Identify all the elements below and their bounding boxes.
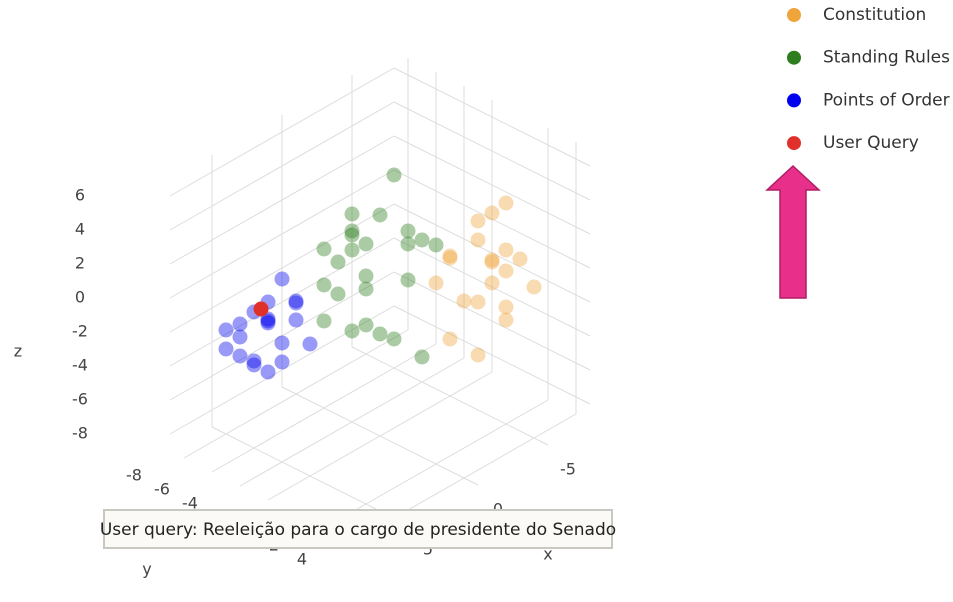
grid-line — [211, 426, 409, 526]
y-tick-label: -6 — [154, 480, 170, 499]
point — [246, 353, 262, 369]
point — [470, 232, 486, 248]
point — [442, 331, 458, 347]
z-tick-label: -8 — [72, 424, 88, 443]
point — [414, 349, 430, 365]
z-tick-label: 0 — [75, 288, 85, 307]
legend-marker — [787, 8, 801, 22]
point — [288, 293, 304, 309]
point — [232, 348, 248, 364]
z-tick-label: -6 — [72, 390, 88, 409]
legend-marker — [787, 50, 801, 65]
point — [344, 242, 360, 258]
legend: Constitution Standing Rules Points of Orde… — [787, 5, 950, 153]
point — [344, 206, 360, 222]
point — [344, 227, 360, 243]
point — [498, 242, 514, 258]
legend-marker — [787, 93, 801, 108]
point — [253, 301, 269, 317]
grid — [169, 58, 591, 543]
grid-line — [281, 386, 479, 486]
point — [330, 254, 346, 270]
point — [358, 281, 374, 297]
y-tick-label: -4 — [182, 494, 198, 513]
point — [316, 277, 332, 293]
point — [260, 315, 276, 331]
point — [442, 248, 458, 264]
point — [358, 268, 374, 284]
point — [288, 312, 304, 328]
point — [484, 205, 500, 221]
point — [456, 293, 472, 309]
point — [484, 275, 500, 291]
point — [344, 323, 360, 339]
x-tick-label: -5 — [560, 460, 576, 479]
point — [386, 331, 402, 347]
z-tick-label: 4 — [75, 220, 85, 239]
point — [526, 279, 542, 295]
point — [232, 316, 248, 332]
point — [274, 335, 290, 351]
point — [274, 354, 290, 370]
z-tick-label: 6 — [75, 186, 85, 205]
z-tick-label: 2 — [75, 254, 85, 273]
point — [358, 317, 374, 333]
x-axis-label: x — [543, 545, 552, 564]
grid-line — [351, 346, 549, 446]
point — [400, 236, 416, 252]
point — [218, 341, 234, 357]
point — [316, 313, 332, 329]
point — [302, 336, 318, 352]
point — [232, 329, 248, 345]
z-tick-label: -2 — [72, 322, 88, 341]
tooltip: User query: Reeleição para o cargo de pr… — [100, 520, 616, 540]
point — [484, 254, 500, 270]
legend-label: User Query — [823, 133, 919, 153]
point — [442, 250, 458, 266]
point — [316, 241, 332, 257]
point — [498, 299, 514, 315]
y-tick-label: 4 — [297, 550, 307, 569]
point — [414, 232, 430, 248]
point — [498, 195, 514, 211]
point — [400, 272, 416, 288]
legend-label: Points of Order — [823, 90, 950, 110]
point — [344, 223, 360, 239]
point — [218, 322, 234, 338]
point — [372, 207, 388, 223]
point — [484, 252, 500, 268]
z-tick-label: -4 — [72, 356, 88, 375]
point — [470, 347, 486, 363]
y-axis-label: y — [142, 560, 151, 579]
point — [288, 295, 304, 311]
legend-marker — [787, 136, 801, 151]
point — [260, 364, 276, 380]
point — [498, 263, 514, 279]
tooltip-box — [103, 509, 613, 549]
point — [470, 213, 486, 229]
point — [400, 223, 416, 239]
legend-label: Standing Rules — [823, 48, 950, 68]
point — [428, 275, 444, 291]
point — [260, 313, 276, 329]
point — [246, 357, 262, 373]
arrow — [765, 164, 821, 299]
z-axis-label: z — [14, 342, 22, 361]
point — [470, 294, 486, 310]
points — [218, 167, 542, 380]
y-tick-label: -8 — [126, 466, 142, 485]
point — [428, 237, 444, 253]
point — [358, 236, 374, 252]
point — [330, 286, 346, 302]
point — [498, 312, 514, 328]
legend-label: Constitution — [823, 5, 926, 25]
point — [512, 251, 528, 267]
point — [274, 271, 290, 287]
point — [372, 326, 388, 342]
point — [386, 167, 402, 183]
